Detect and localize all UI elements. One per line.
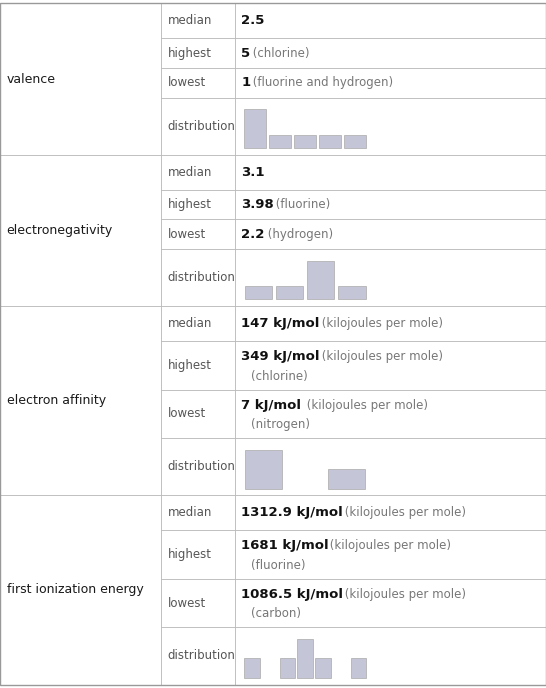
Text: lowest: lowest [168,596,206,610]
Bar [161,190,235,219]
Text: lowest: lowest [168,228,206,241]
Bar [276,286,304,299]
Bar [161,627,235,685]
Bar [161,249,235,306]
Text: (carbon): (carbon) [251,608,301,621]
Bar [161,530,235,579]
Bar [246,450,282,488]
Bar [235,3,546,39]
Bar [161,68,235,98]
Text: lowest: lowest [168,407,206,420]
Bar [294,135,316,148]
Bar [0,495,161,685]
Bar [161,155,235,190]
Text: distribution: distribution [168,460,235,473]
Text: (fluorine and hydrogen): (fluorine and hydrogen) [249,76,393,89]
Text: electron affinity: electron affinity [7,394,106,407]
Text: distribution: distribution [168,271,235,284]
Bar [235,190,546,219]
Bar [235,306,546,341]
Text: (hydrogen): (hydrogen) [264,228,334,241]
Text: 2.5: 2.5 [241,14,265,28]
Bar [244,658,260,678]
Text: (nitrogen): (nitrogen) [251,418,310,431]
Text: lowest: lowest [168,76,206,89]
Text: (kilojoules per mole): (kilojoules per mole) [318,317,443,330]
Bar [245,286,272,299]
Bar [161,390,235,438]
Bar [280,658,295,678]
Text: 1681 kJ/mol: 1681 kJ/mol [241,539,329,552]
Text: median: median [168,317,212,330]
Bar [0,3,161,155]
Text: (kilojoules per mole): (kilojoules per mole) [325,539,450,552]
Text: 7 kJ/mol: 7 kJ/mol [241,399,301,412]
Bar [235,249,546,306]
Text: (kilojoules per mole): (kilojoules per mole) [341,506,466,519]
Bar [161,98,235,155]
Bar [235,495,546,530]
Bar [161,438,235,495]
Text: highest: highest [168,198,212,211]
Text: highest: highest [168,47,212,60]
Bar [161,219,235,249]
Bar [161,3,235,39]
Bar [269,135,291,148]
Text: (chlorine): (chlorine) [251,369,308,383]
Bar [307,261,335,299]
Bar [161,579,235,627]
Bar [235,219,546,249]
Bar [235,341,546,390]
Bar [235,438,546,495]
Text: valence: valence [7,73,56,86]
Bar [245,109,266,148]
Bar [161,341,235,390]
Text: 3.98: 3.98 [241,198,274,211]
Bar [235,68,546,98]
Bar [161,495,235,530]
Text: 1312.9 kJ/mol: 1312.9 kJ/mol [241,506,343,519]
Bar [344,135,366,148]
Bar [235,530,546,579]
Text: median: median [168,14,212,28]
Text: (fluorine): (fluorine) [251,559,306,572]
Text: electronegativity: electronegativity [7,224,113,237]
Text: median: median [168,166,212,179]
Bar [235,98,546,155]
Text: 1: 1 [241,76,251,89]
Text: distribution: distribution [168,120,235,133]
Bar [235,39,546,68]
Bar [0,155,161,306]
Text: distribution: distribution [168,649,235,663]
Text: 147 kJ/mol: 147 kJ/mol [241,317,320,330]
Text: highest: highest [168,548,212,561]
Bar [319,135,341,148]
Bar [235,390,546,438]
Text: median: median [168,506,212,519]
Text: (kilojoules per mole): (kilojoules per mole) [341,588,466,601]
Bar [329,469,365,488]
Bar [0,306,161,495]
Text: (chlorine): (chlorine) [249,47,310,60]
Text: 2.2: 2.2 [241,228,265,241]
Text: 3.1: 3.1 [241,166,265,179]
Bar [161,39,235,68]
Bar [235,579,546,627]
Text: (kilojoules per mole): (kilojoules per mole) [302,399,428,412]
Bar [235,627,546,685]
Bar [161,306,235,341]
Bar [235,155,546,190]
Bar [315,658,331,678]
Text: highest: highest [168,359,212,372]
Bar [298,638,313,678]
Text: (kilojoules per mole): (kilojoules per mole) [318,350,443,363]
Text: 349 kJ/mol: 349 kJ/mol [241,350,320,363]
Text: first ionization energy: first ionization energy [7,583,143,596]
Text: 1086.5 kJ/mol: 1086.5 kJ/mol [241,588,343,601]
Text: 5: 5 [241,47,251,60]
Bar [351,658,366,678]
Text: (fluorine): (fluorine) [272,198,330,211]
Bar [338,286,366,299]
